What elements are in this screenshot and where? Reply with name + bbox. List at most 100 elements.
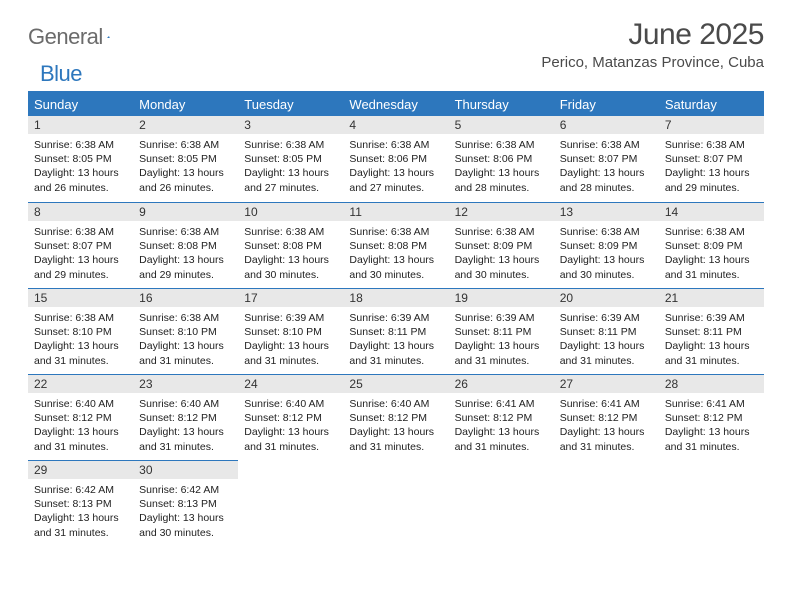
day-content: Sunrise: 6:39 AMSunset: 8:10 PMDaylight:… — [238, 307, 343, 374]
day-number: 21 — [659, 288, 764, 307]
sunset-line: Sunset: 8:08 PM — [139, 239, 232, 253]
day-content: Sunrise: 6:39 AMSunset: 8:11 PMDaylight:… — [554, 307, 659, 374]
sunrise-line: Sunrise: 6:39 AM — [560, 311, 653, 325]
sunset-line: Sunset: 8:13 PM — [139, 497, 232, 511]
day-number: 8 — [28, 202, 133, 221]
sunset-line: Sunset: 8:12 PM — [244, 411, 337, 425]
daylight-line: Daylight: 13 hours and 31 minutes. — [665, 425, 758, 453]
sunrise-line: Sunrise: 6:39 AM — [349, 311, 442, 325]
calendar-cell: 2Sunrise: 6:38 AMSunset: 8:05 PMDaylight… — [133, 116, 238, 202]
sunrise-line: Sunrise: 6:38 AM — [139, 311, 232, 325]
sunset-line: Sunset: 8:05 PM — [139, 152, 232, 166]
calendar-cell: 6Sunrise: 6:38 AMSunset: 8:07 PMDaylight… — [554, 116, 659, 202]
daylight-line: Daylight: 13 hours and 29 minutes. — [139, 253, 232, 281]
daylight-line: Daylight: 13 hours and 31 minutes. — [455, 425, 548, 453]
calendar-cell — [554, 460, 659, 546]
calendar-cell: 16Sunrise: 6:38 AMSunset: 8:10 PMDayligh… — [133, 288, 238, 374]
day-number: 7 — [659, 116, 764, 134]
calendar-cell: 3Sunrise: 6:38 AMSunset: 8:05 PMDaylight… — [238, 116, 343, 202]
daylight-line: Daylight: 13 hours and 31 minutes. — [455, 339, 548, 367]
daylight-line: Daylight: 13 hours and 31 minutes. — [349, 425, 442, 453]
day-number: 29 — [28, 460, 133, 479]
calendar-cell: 4Sunrise: 6:38 AMSunset: 8:06 PMDaylight… — [343, 116, 448, 202]
day-header: Monday — [133, 93, 238, 116]
daylight-line: Daylight: 13 hours and 31 minutes. — [665, 253, 758, 281]
day-content: Sunrise: 6:38 AMSunset: 8:05 PMDaylight:… — [238, 134, 343, 201]
day-number: 5 — [449, 116, 554, 134]
day-header: Friday — [554, 93, 659, 116]
sunset-line: Sunset: 8:12 PM — [139, 411, 232, 425]
calendar-cell: 20Sunrise: 6:39 AMSunset: 8:11 PMDayligh… — [554, 288, 659, 374]
day-content: Sunrise: 6:41 AMSunset: 8:12 PMDaylight:… — [659, 393, 764, 460]
calendar-week-row: 1Sunrise: 6:38 AMSunset: 8:05 PMDaylight… — [28, 116, 764, 202]
day-content: Sunrise: 6:38 AMSunset: 8:05 PMDaylight:… — [28, 134, 133, 201]
calendar-cell — [449, 460, 554, 546]
day-number: 6 — [554, 116, 659, 134]
calendar-cell: 23Sunrise: 6:40 AMSunset: 8:12 PMDayligh… — [133, 374, 238, 460]
sunset-line: Sunset: 8:10 PM — [244, 325, 337, 339]
day-header-row: Sunday Monday Tuesday Wednesday Thursday… — [28, 93, 764, 116]
day-number: 24 — [238, 374, 343, 393]
day-content: Sunrise: 6:38 AMSunset: 8:07 PMDaylight:… — [554, 134, 659, 201]
calendar-cell: 18 Sunrise: 6:39 AMSunset: 8:11 PMDayligh… — [343, 288, 448, 374]
day-number: 19 — [449, 288, 554, 307]
sunrise-line: Sunrise: 6:38 AM — [349, 138, 442, 152]
daylight-line: Daylight: 13 hours and 31 minutes. — [349, 339, 442, 367]
sunrise-line: Sunrise: 6:42 AM — [34, 483, 127, 497]
daylight-line: Daylight: 13 hours and 31 minutes. — [139, 425, 232, 453]
day-number: 17 — [238, 288, 343, 307]
daylight-line: Daylight: 13 hours and 28 minutes. — [560, 166, 653, 194]
sunrise-line: Sunrise: 6:39 AM — [244, 311, 337, 325]
sunset-line: Sunset: 8:09 PM — [455, 239, 548, 253]
calendar-cell: 21Sunrise: 6:39 AMSunset: 8:11 PMDayligh… — [659, 288, 764, 374]
calendar-cell: 1Sunrise: 6:38 AMSunset: 8:05 PMDaylight… — [28, 116, 133, 202]
calendar-cell: 17Sunrise: 6:39 AMSunset: 8:10 PMDayligh… — [238, 288, 343, 374]
calendar-cell: 9Sunrise: 6:38 AMSunset: 8:08 PMDaylight… — [133, 202, 238, 288]
sunrise-line: Sunrise: 6:38 AM — [560, 225, 653, 239]
sunset-line: Sunset: 8:11 PM — [349, 325, 442, 339]
day-content: Sunrise: 6:38 AMSunset: 8:06 PMDaylight:… — [449, 134, 554, 201]
sunset-line: Sunset: 8:12 PM — [665, 411, 758, 425]
sunrise-line: Sunrise: 6:40 AM — [349, 397, 442, 411]
day-number: 27 — [554, 374, 659, 393]
sunset-line: Sunset: 8:12 PM — [34, 411, 127, 425]
calendar-cell — [659, 460, 764, 546]
day-number: 13 — [554, 202, 659, 221]
day-header: Thursday — [449, 93, 554, 116]
calendar-cell: 10Sunrise: 6:38 AMSunset: 8:08 PMDayligh… — [238, 202, 343, 288]
day-number: 18 — [343, 288, 448, 307]
daylight-line: Daylight: 13 hours and 29 minutes. — [665, 166, 758, 194]
sunrise-line: Sunrise: 6:40 AM — [34, 397, 127, 411]
sunrise-line: Sunrise: 6:39 AM — [455, 311, 548, 325]
sunset-line: Sunset: 8:11 PM — [455, 325, 548, 339]
sunset-line: Sunset: 8:10 PM — [139, 325, 232, 339]
daylight-line: Daylight: 13 hours and 31 minutes. — [34, 425, 127, 453]
daylight-line: Daylight: 13 hours and 31 minutes. — [139, 339, 232, 367]
sunset-line: Sunset: 8:09 PM — [560, 239, 653, 253]
sunset-line: Sunset: 8:10 PM — [34, 325, 127, 339]
day-content: Sunrise: 6:38 AMSunset: 8:10 PMDaylight:… — [28, 307, 133, 374]
sunset-line: Sunset: 8:08 PM — [349, 239, 442, 253]
sunset-line: Sunset: 8:12 PM — [560, 411, 653, 425]
day-number: 4 — [343, 116, 448, 134]
calendar-cell: 27Sunrise: 6:41 AMSunset: 8:12 PMDayligh… — [554, 374, 659, 460]
day-content: Sunrise: 6:38 AMSunset: 8:09 PMDaylight:… — [449, 221, 554, 288]
day-number: 20 — [554, 288, 659, 307]
sunrise-line: Sunrise: 6:38 AM — [34, 311, 127, 325]
day-number: 12 — [449, 202, 554, 221]
calendar-cell: 25Sunrise: 6:40 AMSunset: 8:12 PMDayligh… — [343, 374, 448, 460]
daylight-line: Daylight: 13 hours and 27 minutes. — [349, 166, 442, 194]
calendar-week-row: 22Sunrise: 6:40 AMSunset: 8:12 PMDayligh… — [28, 374, 764, 460]
day-content: Sunrise: 6:39 AMSunset: 8:11 PMDaylight:… — [659, 307, 764, 374]
calendar-cell: 26Sunrise: 6:41 AMSunset: 8:12 PMDayligh… — [449, 374, 554, 460]
sunset-line: Sunset: 8:12 PM — [455, 411, 548, 425]
daylight-line: Daylight: 13 hours and 30 minutes. — [455, 253, 548, 281]
calendar-cell: 8Sunrise: 6:38 AMSunset: 8:07 PMDaylight… — [28, 202, 133, 288]
sunset-line: Sunset: 8:05 PM — [34, 152, 127, 166]
sunrise-line: Sunrise: 6:38 AM — [244, 138, 337, 152]
day-content: Sunrise: 6:38 AMSunset: 8:08 PMDaylight:… — [343, 221, 448, 288]
day-header: Tuesday — [238, 93, 343, 116]
calendar-week-row: 15Sunrise: 6:38 AMSunset: 8:10 PMDayligh… — [28, 288, 764, 374]
calendar-cell: 11Sunrise: 6:38 AMSunset: 8:08 PMDayligh… — [343, 202, 448, 288]
day-number: 22 — [28, 374, 133, 393]
